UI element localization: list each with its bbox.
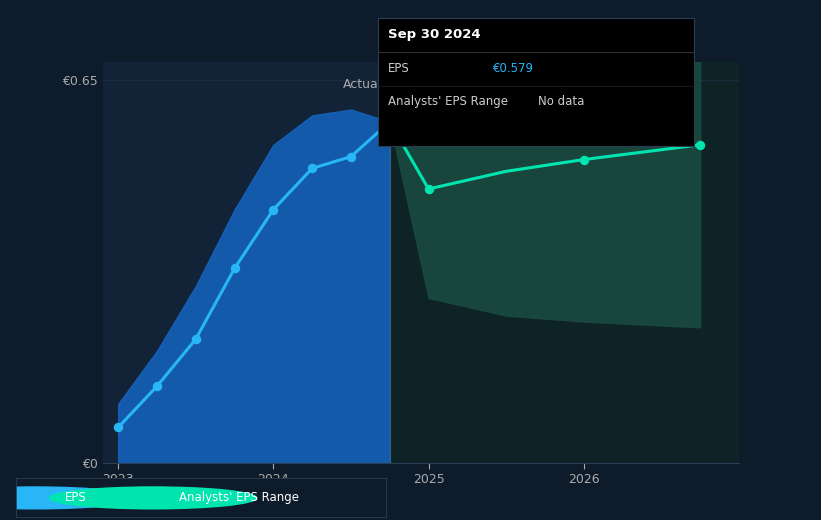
Text: EPS: EPS xyxy=(65,491,86,504)
Text: No data: No data xyxy=(538,95,584,108)
Point xyxy=(694,141,707,149)
Point xyxy=(422,185,435,193)
Text: Analysts' EPS Range: Analysts' EPS Range xyxy=(388,95,507,108)
Point xyxy=(267,205,280,214)
Text: Sep 30 2024: Sep 30 2024 xyxy=(388,28,480,41)
Circle shape xyxy=(49,487,257,509)
Text: EPS: EPS xyxy=(388,62,409,75)
Point xyxy=(112,423,125,432)
Point xyxy=(383,118,397,126)
Point xyxy=(228,264,241,272)
Text: Analysts Forecasts: Analysts Forecasts xyxy=(397,79,514,92)
Bar xyxy=(103,62,390,463)
Text: Analysts' EPS Range: Analysts' EPS Range xyxy=(179,491,299,504)
Point xyxy=(383,118,397,126)
Point xyxy=(150,382,163,391)
Point xyxy=(344,152,357,161)
Text: Actual: Actual xyxy=(342,79,382,92)
Bar xyxy=(390,62,739,463)
Point xyxy=(305,164,319,173)
Point xyxy=(577,155,590,164)
Point xyxy=(189,335,202,343)
Circle shape xyxy=(0,487,139,509)
Text: €0.579: €0.579 xyxy=(493,62,534,75)
